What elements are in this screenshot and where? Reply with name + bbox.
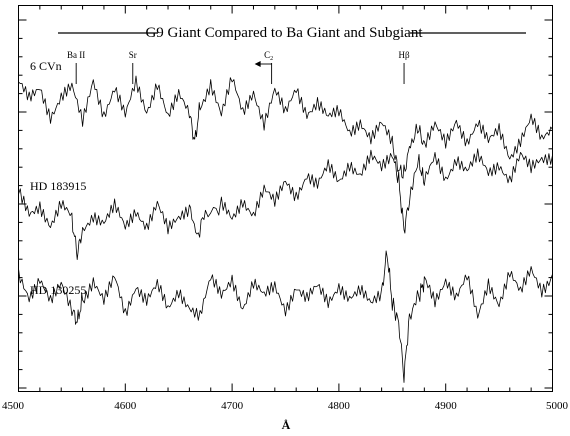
- axis-ticks: [18, 5, 553, 392]
- plot-frame: [18, 5, 553, 392]
- x-tick-label: 4800: [328, 400, 351, 412]
- spectrum-line: [18, 148, 553, 260]
- marker-label: Sr: [129, 50, 137, 60]
- chart-title: G9 Giant Compared to Ba Giant and Subgia…: [145, 25, 423, 41]
- marker-label: Ba II: [67, 50, 85, 60]
- marker-label: Hβ: [399, 50, 410, 60]
- spectrum-line: [18, 75, 553, 179]
- series-label: HD 130255: [30, 283, 86, 297]
- spectra: [18, 75, 553, 383]
- x-tick-label: 4900: [435, 400, 458, 412]
- series-label: 6 CVn: [30, 59, 62, 73]
- marker-arrow-head: [254, 61, 261, 67]
- x-tick-label: 4700: [221, 400, 244, 412]
- x-tick-label: 5000: [546, 400, 569, 412]
- x-tick-label: 4500: [2, 400, 25, 412]
- series-labels: 6 CVn HD 183915 HD 130255: [30, 59, 86, 297]
- x-axis-label: Å: [282, 418, 291, 432]
- line-markers: Ba II Sr C2 Hβ: [67, 50, 410, 84]
- series-label: HD 183915: [30, 179, 86, 193]
- marker-label: C2: [264, 50, 273, 62]
- x-tick-label: 4600: [114, 400, 137, 412]
- x-tick-labels: 4500 4600 4700 4800 4900 5000: [2, 400, 569, 412]
- marker-label-subscript: 2: [270, 56, 273, 62]
- spectrum-line: [18, 250, 553, 383]
